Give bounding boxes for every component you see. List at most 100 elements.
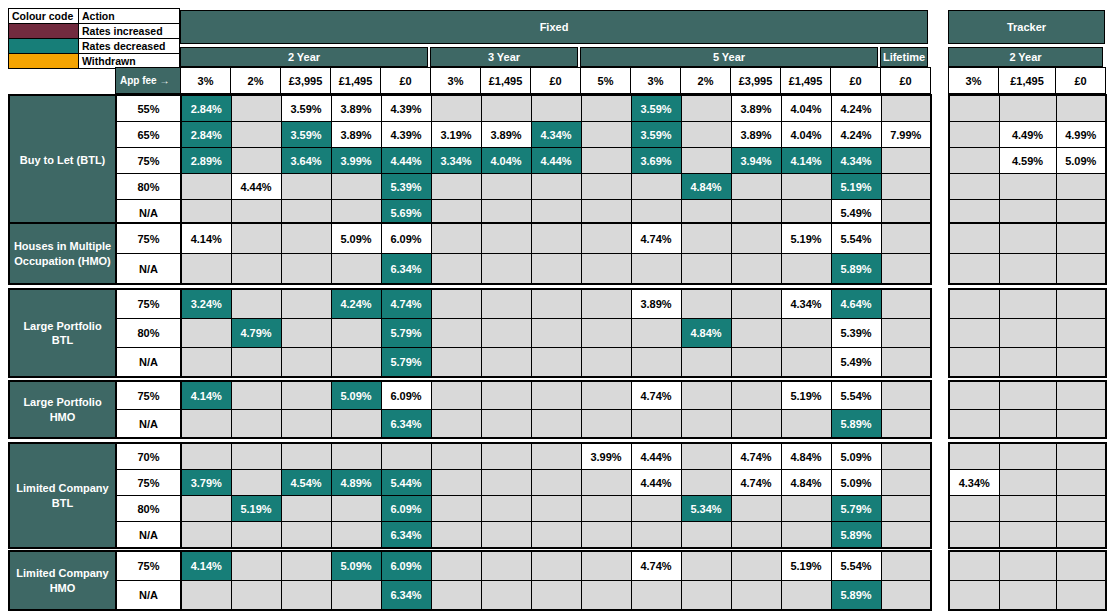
empty-cell[interactable] xyxy=(781,348,831,378)
rate-cell[interactable]: 4.04% xyxy=(481,148,531,174)
empty-cell[interactable] xyxy=(731,223,781,254)
empty-cell[interactable] xyxy=(581,319,631,348)
empty-cell[interactable] xyxy=(999,348,1056,378)
empty-cell[interactable] xyxy=(881,95,931,122)
fee-header-cell[interactable]: 2% xyxy=(231,68,281,94)
rate-cell[interactable]: 4.44% xyxy=(631,470,681,496)
empty-cell[interactable] xyxy=(881,148,931,174)
rate-cell[interactable]: 5.09% xyxy=(831,443,881,470)
rate-cell[interactable]: 5.89% xyxy=(831,581,881,611)
empty-cell[interactable] xyxy=(581,95,631,122)
rate-cell[interactable]: 4.79% xyxy=(231,319,281,348)
rate-cell[interactable]: 4.59% xyxy=(999,148,1056,174)
fee-header-cell[interactable]: 3% xyxy=(949,68,999,94)
empty-cell[interactable] xyxy=(949,319,999,348)
empty-cell[interactable] xyxy=(181,496,231,522)
empty-cell[interactable] xyxy=(949,443,999,470)
section-label[interactable]: Buy to Let (BTL) xyxy=(9,95,116,226)
empty-cell[interactable] xyxy=(231,551,281,581)
empty-cell[interactable] xyxy=(881,289,931,319)
empty-cell[interactable] xyxy=(731,551,781,581)
empty-cell[interactable] xyxy=(231,254,281,285)
empty-cell[interactable] xyxy=(881,443,931,470)
rate-cell[interactable]: 4.54% xyxy=(281,470,331,496)
rate-cell[interactable]: 5.19% xyxy=(231,496,281,522)
empty-cell[interactable] xyxy=(181,410,231,439)
empty-cell[interactable] xyxy=(481,254,531,285)
rate-cell[interactable]: 5.09% xyxy=(831,470,881,496)
rate-cell[interactable]: 5.49% xyxy=(831,348,881,378)
empty-cell[interactable] xyxy=(1056,289,1106,319)
empty-cell[interactable] xyxy=(881,496,931,522)
empty-cell[interactable] xyxy=(631,348,681,378)
ltv-cell[interactable]: 75% xyxy=(116,289,181,319)
empty-cell[interactable] xyxy=(681,470,731,496)
empty-cell[interactable] xyxy=(231,122,281,148)
empty-cell[interactable] xyxy=(999,470,1056,496)
fee-header-cell[interactable]: 3% xyxy=(181,68,231,94)
empty-cell[interactable] xyxy=(281,410,331,439)
ltv-cell[interactable]: 55% xyxy=(116,95,181,122)
rate-cell[interactable]: 5.79% xyxy=(381,319,431,348)
rate-cell[interactable]: 5.09% xyxy=(1056,148,1106,174)
rate-cell[interactable]: 4.14% xyxy=(181,551,231,581)
empty-cell[interactable] xyxy=(481,319,531,348)
rate-cell[interactable]: 5.54% xyxy=(831,223,881,254)
empty-cell[interactable] xyxy=(481,581,531,611)
rate-cell[interactable]: 4.49% xyxy=(999,122,1056,148)
empty-cell[interactable] xyxy=(481,95,531,122)
rate-cell[interactable]: 5.79% xyxy=(381,348,431,378)
empty-cell[interactable] xyxy=(531,522,581,549)
rate-cell[interactable]: 4.34% xyxy=(781,289,831,319)
rate-cell[interactable]: 4.84% xyxy=(781,470,831,496)
rate-cell[interactable]: 6.09% xyxy=(381,381,431,410)
empty-cell[interactable] xyxy=(1056,319,1106,348)
rate-cell[interactable]: 6.34% xyxy=(381,522,431,549)
empty-cell[interactable] xyxy=(1056,470,1106,496)
rate-cell[interactable]: 3.89% xyxy=(481,122,531,148)
rate-cell[interactable]: 4.74% xyxy=(381,289,431,319)
fee-header-cell[interactable]: 3% xyxy=(431,68,481,94)
rate-cell[interactable]: 4.04% xyxy=(781,122,831,148)
rate-cell[interactable]: 4.74% xyxy=(631,551,681,581)
ltv-cell[interactable]: 75% xyxy=(116,148,181,174)
ltv-cell[interactable]: 80% xyxy=(116,319,181,348)
empty-cell[interactable] xyxy=(999,319,1056,348)
empty-cell[interactable] xyxy=(231,148,281,174)
empty-cell[interactable] xyxy=(881,581,931,611)
section-label[interactable]: Limited Company BTL xyxy=(9,443,116,548)
empty-cell[interactable] xyxy=(331,410,381,439)
empty-cell[interactable] xyxy=(731,174,781,200)
empty-cell[interactable] xyxy=(631,522,681,549)
empty-cell[interactable] xyxy=(1056,348,1106,378)
rate-cell[interactable]: 3.59% xyxy=(281,122,331,148)
rate-cell[interactable]: 5.09% xyxy=(331,223,381,254)
empty-cell[interactable] xyxy=(331,174,381,200)
fixed-header-band[interactable]: Fixed xyxy=(180,10,928,44)
empty-cell[interactable] xyxy=(781,319,831,348)
empty-cell[interactable] xyxy=(531,443,581,470)
empty-cell[interactable] xyxy=(949,254,999,285)
empty-cell[interactable] xyxy=(781,522,831,549)
empty-cell[interactable] xyxy=(999,551,1056,581)
empty-cell[interactable] xyxy=(881,254,931,285)
rate-cell[interactable]: 5.79% xyxy=(831,496,881,522)
empty-cell[interactable] xyxy=(331,254,381,285)
empty-cell[interactable] xyxy=(531,289,581,319)
section-label[interactable]: Large Portfolio HMO xyxy=(9,381,116,438)
rate-cell[interactable]: 5.19% xyxy=(781,223,831,254)
section-label[interactable]: Houses in Multiple Occupation (HMO) xyxy=(9,223,116,284)
empty-cell[interactable] xyxy=(1056,522,1106,549)
empty-cell[interactable] xyxy=(949,410,999,439)
rate-cell[interactable]: 7.99% xyxy=(881,122,931,148)
empty-cell[interactable] xyxy=(881,174,931,200)
empty-cell[interactable] xyxy=(781,410,831,439)
empty-cell[interactable] xyxy=(331,522,381,549)
app-fee-cell[interactable]: App fee → xyxy=(116,68,181,94)
empty-cell[interactable] xyxy=(481,223,531,254)
empty-cell[interactable] xyxy=(631,581,681,611)
empty-cell[interactable] xyxy=(531,581,581,611)
empty-cell[interactable] xyxy=(731,581,781,611)
rate-cell[interactable]: 6.09% xyxy=(381,223,431,254)
empty-cell[interactable] xyxy=(581,410,631,439)
